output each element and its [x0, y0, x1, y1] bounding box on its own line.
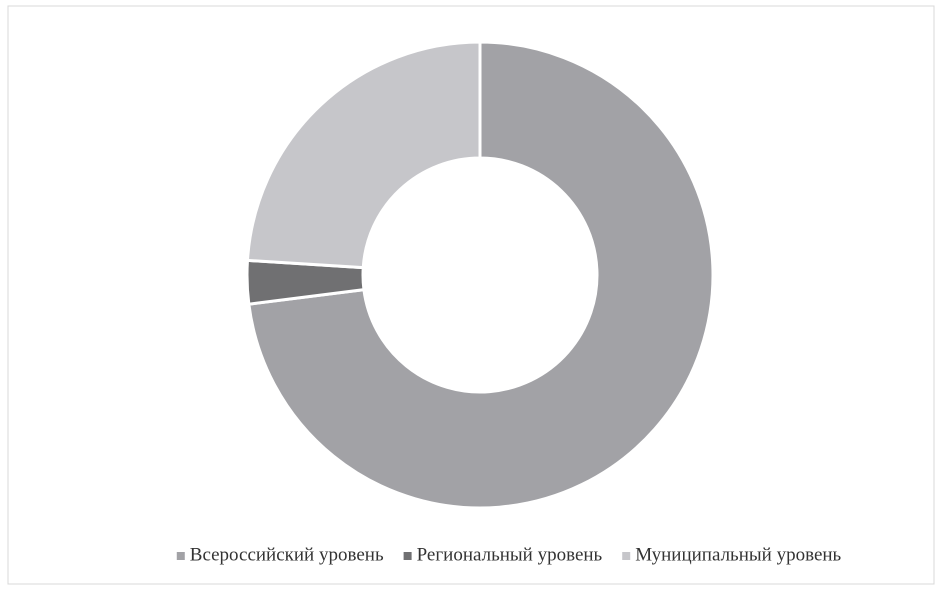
legend-label: Муниципальный уровень	[635, 544, 841, 565]
legend-label: Региональный уровень	[417, 544, 603, 565]
legend-label: Всероссийский уровень	[190, 544, 384, 565]
donut-segment	[247, 40, 715, 510]
donut-segment	[245, 40, 482, 270]
legend-marker	[403, 552, 412, 560]
legend-marker	[176, 552, 185, 560]
legend-marker	[622, 552, 631, 560]
